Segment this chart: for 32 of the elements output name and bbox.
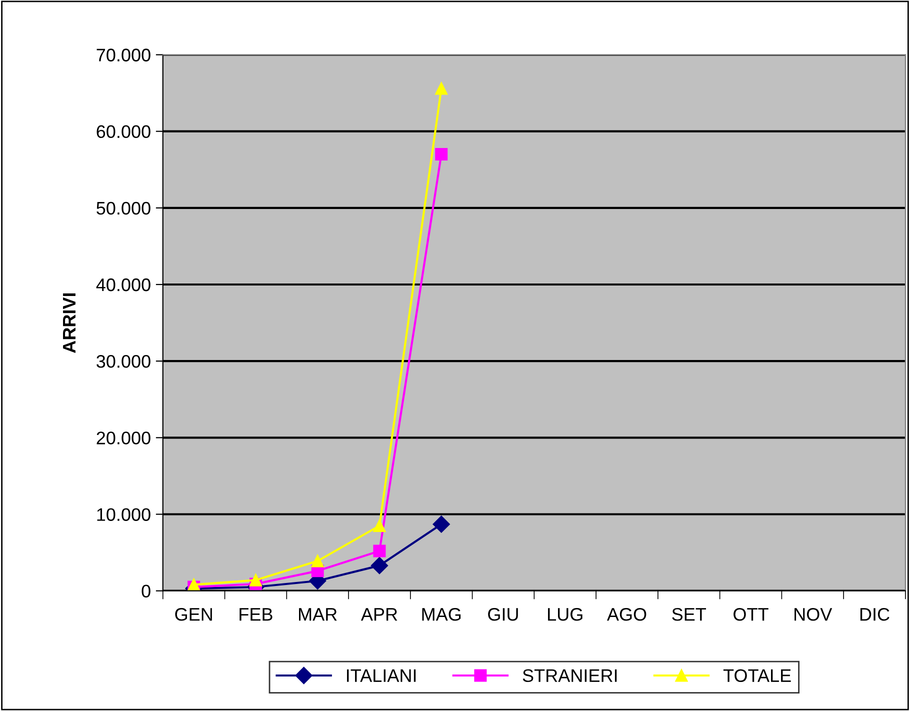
point xyxy=(373,544,386,558)
y-tick-label: 10.000 xyxy=(97,508,150,521)
x-tick-label: DIC xyxy=(860,608,890,621)
point xyxy=(432,516,450,533)
legend-label: STRANIERI xyxy=(522,669,617,682)
point xyxy=(435,82,448,95)
x-tick-label: APR xyxy=(360,608,398,621)
point xyxy=(249,574,262,586)
x-tick-label: GIU xyxy=(488,608,518,621)
legend-label: ITALIANI xyxy=(347,669,416,682)
y-tick-label: 20.000 xyxy=(96,432,150,444)
point xyxy=(435,148,448,161)
point xyxy=(370,557,388,574)
x-tick-label: MAR xyxy=(299,608,337,621)
x-tick-label: MAG xyxy=(422,608,461,621)
y-tick-label: 50.000 xyxy=(96,202,150,215)
y-axis-title: ARRIVI xyxy=(63,293,76,353)
x-tick-label: NOV xyxy=(794,608,832,621)
y-tick-label: 60.000 xyxy=(96,125,150,138)
y-tick-label: 0 xyxy=(142,584,150,598)
point xyxy=(311,554,324,568)
x-tick-label: FEB xyxy=(240,608,272,621)
x-tick-label: GEN xyxy=(175,608,212,621)
y-tick-label: 30.000 xyxy=(96,355,150,368)
legend-label: TOTALE xyxy=(723,669,791,682)
x-tick-label: AGO xyxy=(606,608,646,621)
x-tick-label: LUG xyxy=(548,608,582,621)
y-tick-label: 70.000 xyxy=(96,48,150,62)
y-tick-label: 40.000 xyxy=(96,278,150,292)
x-tick-label: SET xyxy=(672,608,706,621)
x-tick-label: OTT xyxy=(734,608,768,621)
point xyxy=(373,519,386,532)
